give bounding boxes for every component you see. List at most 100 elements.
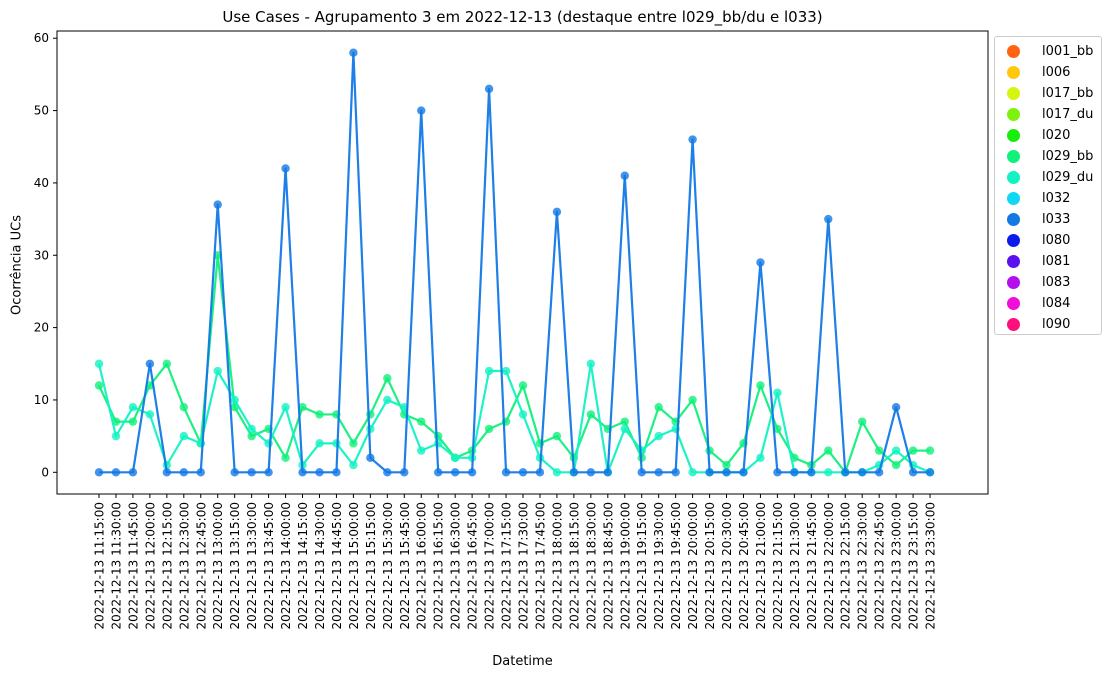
- data-point-l033: [874, 468, 884, 477]
- data-point-l029_du: [654, 431, 663, 441]
- data-point-l033: [196, 468, 205, 477]
- legend-marker: [1007, 254, 1020, 268]
- legend-marker: [1007, 107, 1020, 121]
- x-tick-label: 2022-12-13 17:30:00: [517, 502, 531, 629]
- data-point-l029_bb: [908, 446, 918, 455]
- y-tick-label: 0: [41, 465, 49, 479]
- x-tick-label: 2022-12-13 20:00:00: [686, 502, 700, 629]
- data-point-l033: [315, 468, 324, 477]
- x-tick-label: 2022-12-13 15:45:00: [398, 502, 412, 629]
- data-point-l033: [925, 468, 935, 477]
- data-point-l029_bb: [552, 431, 562, 441]
- x-tick-label: 2022-12-13 23:00:00: [890, 502, 904, 629]
- data-point-l033: [569, 468, 579, 477]
- data-point-l029_du: [281, 402, 290, 412]
- x-tick-label: 2022-12-13 17:45:00: [533, 502, 547, 629]
- data-point-l033: [501, 468, 511, 477]
- legend-item: l083: [1007, 272, 1070, 292]
- legend-label: l029_bb: [1042, 148, 1094, 164]
- data-point-l029_du: [383, 395, 392, 405]
- data-point-l033: [637, 468, 646, 477]
- data-point-l029_bb: [722, 460, 731, 470]
- data-point-l033: [162, 468, 172, 477]
- legend-item: l017_du: [1007, 104, 1093, 124]
- data-point-l029_bb: [179, 402, 188, 412]
- x-tick-label: 2022-12-13 21:45:00: [805, 502, 819, 629]
- x-tick-label: 2022-12-13 15:30:00: [381, 502, 395, 629]
- legend-marker: [1007, 86, 1020, 100]
- x-tick-label: 2022-12-13 20:15:00: [703, 502, 717, 629]
- data-point-l029_du: [688, 468, 697, 477]
- x-tick-label: 2022-12-13 13:45:00: [262, 502, 276, 629]
- x-tick-label: 2022-12-13 11:30:00: [109, 502, 123, 629]
- y-tick-label: 50: [34, 104, 49, 118]
- legend-marker: [1007, 128, 1020, 142]
- legend-item: l084: [1007, 293, 1070, 313]
- x-tick-label: 2022-12-13 20:45:00: [737, 502, 751, 629]
- legend-marker: [1007, 170, 1020, 184]
- legend-marker: [1007, 233, 1020, 247]
- data-point-l033: [349, 48, 358, 57]
- x-tick-label: 2022-12-13 22:30:00: [856, 502, 870, 629]
- legend-item: l029_bb: [1007, 146, 1093, 166]
- legend-label: l090: [1042, 316, 1071, 332]
- series-line-l029_bb: [98, 254, 931, 474]
- data-point-l029_du: [824, 468, 833, 477]
- data-point-l029_du: [501, 366, 511, 376]
- data-point-l029_bb: [128, 417, 138, 426]
- data-point-l029_du: [213, 366, 222, 376]
- legend-item: l017_bb: [1007, 83, 1093, 103]
- data-point-l033: [434, 468, 443, 477]
- data-point-l033: [739, 468, 748, 477]
- y-axis: 0 10 20 30 40 50 60: [34, 31, 57, 479]
- x-tick-label: 2022-12-13 18:15:00: [567, 502, 581, 629]
- legend-label: l080: [1042, 232, 1071, 248]
- data-point-l033: [908, 468, 918, 477]
- data-point-l029_du: [230, 395, 239, 405]
- data-point-l029_du: [450, 453, 460, 463]
- legend-item: l001_bb: [1007, 41, 1093, 61]
- data-point-l033: [722, 468, 731, 477]
- data-point-l033: [535, 468, 545, 477]
- x-tick-label: 2022-12-13 12:45:00: [194, 502, 208, 629]
- x-tick-label: 2022-12-13 13:30:00: [245, 502, 259, 629]
- legend-label: l017_du: [1042, 106, 1094, 122]
- series-line-l029_du: [97, 362, 931, 474]
- data-point-l029_du: [434, 439, 443, 448]
- data-point-l029_bb: [484, 424, 494, 434]
- legend-marker: [1007, 44, 1020, 58]
- data-point-l033: [858, 468, 867, 477]
- legend-label: l020: [1042, 127, 1071, 143]
- data-point-l033: [824, 214, 833, 224]
- plot-marks: [94, 48, 935, 477]
- data-point-l029_du: [349, 460, 358, 470]
- data-point-l029_du: [518, 410, 528, 419]
- x-tick-label: 2022-12-13 22:00:00: [822, 502, 836, 629]
- x-tick-label: 2022-12-13 20:30:00: [720, 502, 734, 629]
- data-point-l033: [230, 468, 239, 477]
- data-point-l033: [484, 84, 494, 94]
- x-tick-label: 2022-12-13 16:00:00: [415, 502, 429, 629]
- data-point-l033: [790, 468, 799, 477]
- data-point-l033: [450, 468, 460, 477]
- data-point-l033: [383, 468, 392, 477]
- data-point-l033: [213, 200, 222, 209]
- x-tick-label: 2022-12-13 14:30:00: [313, 502, 327, 629]
- x-tick-label: 2022-12-13 18:45:00: [601, 502, 615, 629]
- data-point-l029_bb: [824, 446, 833, 455]
- legend-item: l081: [1007, 251, 1070, 271]
- data-point-l033: [552, 207, 562, 217]
- data-point-l033: [654, 468, 663, 477]
- legend-label: l033: [1042, 211, 1071, 227]
- data-point-l029_bb: [281, 453, 290, 463]
- x-tick-label: 2022-12-13 19:45:00: [669, 502, 683, 629]
- data-point-l029_du: [586, 359, 596, 368]
- series-line-l033: [99, 51, 931, 474]
- x-tick-label: 2022-12-13 14:45:00: [330, 502, 344, 629]
- data-point-l033: [264, 468, 273, 477]
- x-tick-label: 2022-12-13 19:15:00: [635, 502, 649, 629]
- data-point-l033: [891, 402, 901, 412]
- x-tick-label: 2022-12-13 22:15:00: [839, 502, 853, 629]
- data-point-l033: [586, 468, 596, 477]
- legend-item: l006: [1007, 62, 1070, 82]
